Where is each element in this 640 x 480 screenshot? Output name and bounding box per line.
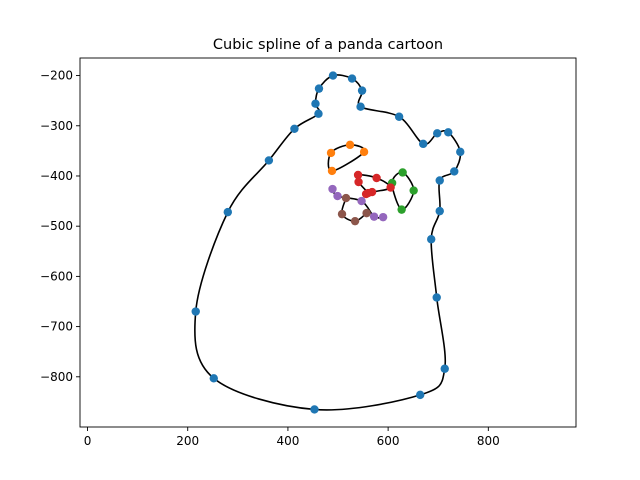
control-point-3-1 — [398, 168, 407, 177]
control-point-1-23 — [314, 109, 323, 118]
control-point-2-4 — [326, 148, 336, 158]
x-tick-label: 200 — [176, 434, 199, 448]
control-point-2-2 — [359, 147, 369, 157]
y-tick-label: −200 — [40, 69, 73, 83]
y-tick-label: −600 — [40, 269, 73, 283]
y-tick-label: −500 — [40, 219, 73, 233]
control-point-1-9 — [456, 147, 465, 157]
control-point-5-1 — [328, 184, 337, 194]
control-point-4-3 — [386, 183, 395, 192]
control-point-5-3 — [357, 196, 366, 206]
plot-frame — [79, 57, 577, 428]
control-point-1-11 — [435, 176, 444, 185]
control-point-1-6 — [418, 139, 428, 149]
control-point-1-7 — [433, 129, 442, 138]
control-point-1-22 — [290, 124, 299, 133]
control-point-1-14 — [432, 293, 441, 302]
control-point-1-4 — [356, 102, 365, 111]
x-tick-label: 400 — [276, 434, 299, 448]
control-point-3-2 — [409, 186, 418, 195]
control-point-1-17 — [310, 405, 319, 414]
control-point-1-15 — [440, 364, 449, 373]
control-point-4-7 — [354, 177, 363, 187]
control-point-1-25 — [314, 84, 324, 93]
control-point-5-2 — [333, 191, 342, 201]
spline-curve-6 — [340, 197, 368, 222]
control-point-1-3 — [357, 86, 367, 95]
y-tick-label: −800 — [40, 370, 73, 384]
point-layer — [191, 71, 465, 414]
control-point-1-18 — [209, 374, 218, 383]
control-point-1-2 — [347, 74, 357, 83]
control-point-6-3 — [350, 216, 360, 226]
control-point-4-1 — [353, 170, 363, 180]
control-point-1-24 — [311, 99, 320, 108]
control-point-6-2 — [337, 209, 347, 219]
control-point-4-2 — [372, 173, 381, 183]
chart-title: Cubic spline of a panda cartoon — [213, 37, 443, 53]
axes: 0 200 400 600 800 −200 −300 −400 −500 −600 −700 −80… — [40, 57, 577, 448]
control-point-1-5 — [394, 112, 404, 121]
control-point-1-19 — [191, 307, 200, 316]
y-tick-label: −400 — [40, 169, 73, 183]
control-point-5-5 — [378, 212, 388, 222]
control-point-3-3 — [397, 205, 406, 214]
control-point-1-12 — [435, 206, 444, 216]
control-point-1-16 — [415, 390, 425, 400]
control-point-1-10 — [450, 167, 459, 176]
x-tick-label: 800 — [477, 434, 500, 448]
control-point-1-8 — [444, 128, 453, 137]
x-tick-label: 600 — [377, 434, 400, 448]
control-point-1-1 — [328, 71, 338, 80]
control-point-6-4 — [362, 208, 371, 218]
control-point-6-1 — [341, 193, 351, 203]
y-tick-label: −700 — [40, 320, 73, 334]
x-tick-label: 0 — [84, 434, 92, 448]
control-point-2-1 — [345, 140, 355, 150]
control-point-4-6 — [363, 188, 373, 198]
control-point-1-20 — [223, 207, 232, 217]
control-point-2-3 — [327, 166, 337, 176]
y-tick-label: −300 — [40, 119, 73, 133]
control-point-5-4 — [369, 212, 379, 221]
control-point-1-21 — [264, 156, 274, 165]
control-point-1-13 — [427, 235, 436, 244]
